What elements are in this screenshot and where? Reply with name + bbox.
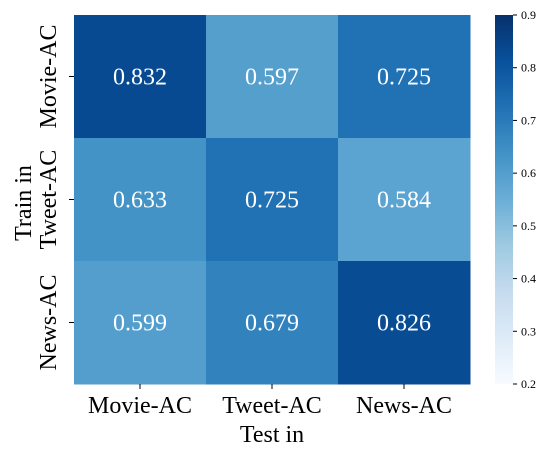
cell-value-label: 0.725 — [245, 188, 299, 214]
heatmap-cells: 0.832 0.597 0.725 0.633 0.725 0.584 0.599 0.679… — [74, 15, 471, 385]
colorbar: 0.2 0.3 0.4 0.5 0.6 0.7 0.8 0.9 — [495, 8, 536, 391]
cell-value-label: 0.826 — [377, 311, 431, 337]
x-axis-title: Test in — [240, 422, 304, 448]
heatmap-cell — [338, 15, 471, 139]
colorbar-tick-label: 0.5 — [521, 219, 536, 233]
heatmap-cell — [206, 15, 339, 139]
colorbar-tick-label: 0.2 — [521, 377, 536, 391]
y-tick-label: Movie-AC — [36, 25, 62, 129]
axis-ticks: Movie-AC Tweet-AC News-AC Movie-AC Tweet-AC N… — [36, 25, 452, 420]
heatmap-cell — [74, 261, 207, 385]
colorbar-gradient — [495, 15, 513, 384]
colorbar-tick-label: 0.3 — [521, 324, 536, 338]
colorbar-tick-label: 0.9 — [521, 8, 536, 22]
heatmap-cell — [206, 138, 339, 262]
x-tick-label: Tweet-AC — [222, 393, 322, 419]
cell-value-label: 0.633 — [113, 188, 167, 214]
y-axis-title: Train in — [11, 165, 37, 241]
colorbar-tick-label: 0.6 — [521, 166, 536, 180]
heatmap-cell — [206, 261, 339, 385]
heatmap-cell — [338, 261, 471, 385]
x-tick-label: News-AC — [356, 393, 452, 419]
heatmap-cell — [74, 138, 207, 262]
colorbar-tick-label: 0.8 — [521, 61, 536, 75]
y-tick-label: Tweet-AC — [36, 150, 62, 250]
heatmap-cell — [338, 138, 471, 262]
cell-value-label: 0.679 — [245, 311, 299, 337]
cell-value-label: 0.584 — [377, 188, 431, 214]
heatmap-cell — [74, 15, 207, 139]
colorbar-tick-label: 0.4 — [521, 272, 536, 286]
cell-value-label: 0.599 — [113, 311, 167, 337]
cell-value-label: 0.832 — [113, 65, 167, 91]
x-tick-label: Movie-AC — [88, 393, 192, 419]
y-tick-label: News-AC — [36, 275, 62, 371]
cell-value-label: 0.725 — [377, 65, 431, 91]
cell-value-label: 0.597 — [245, 65, 299, 91]
colorbar-tick-label: 0.7 — [521, 113, 536, 127]
